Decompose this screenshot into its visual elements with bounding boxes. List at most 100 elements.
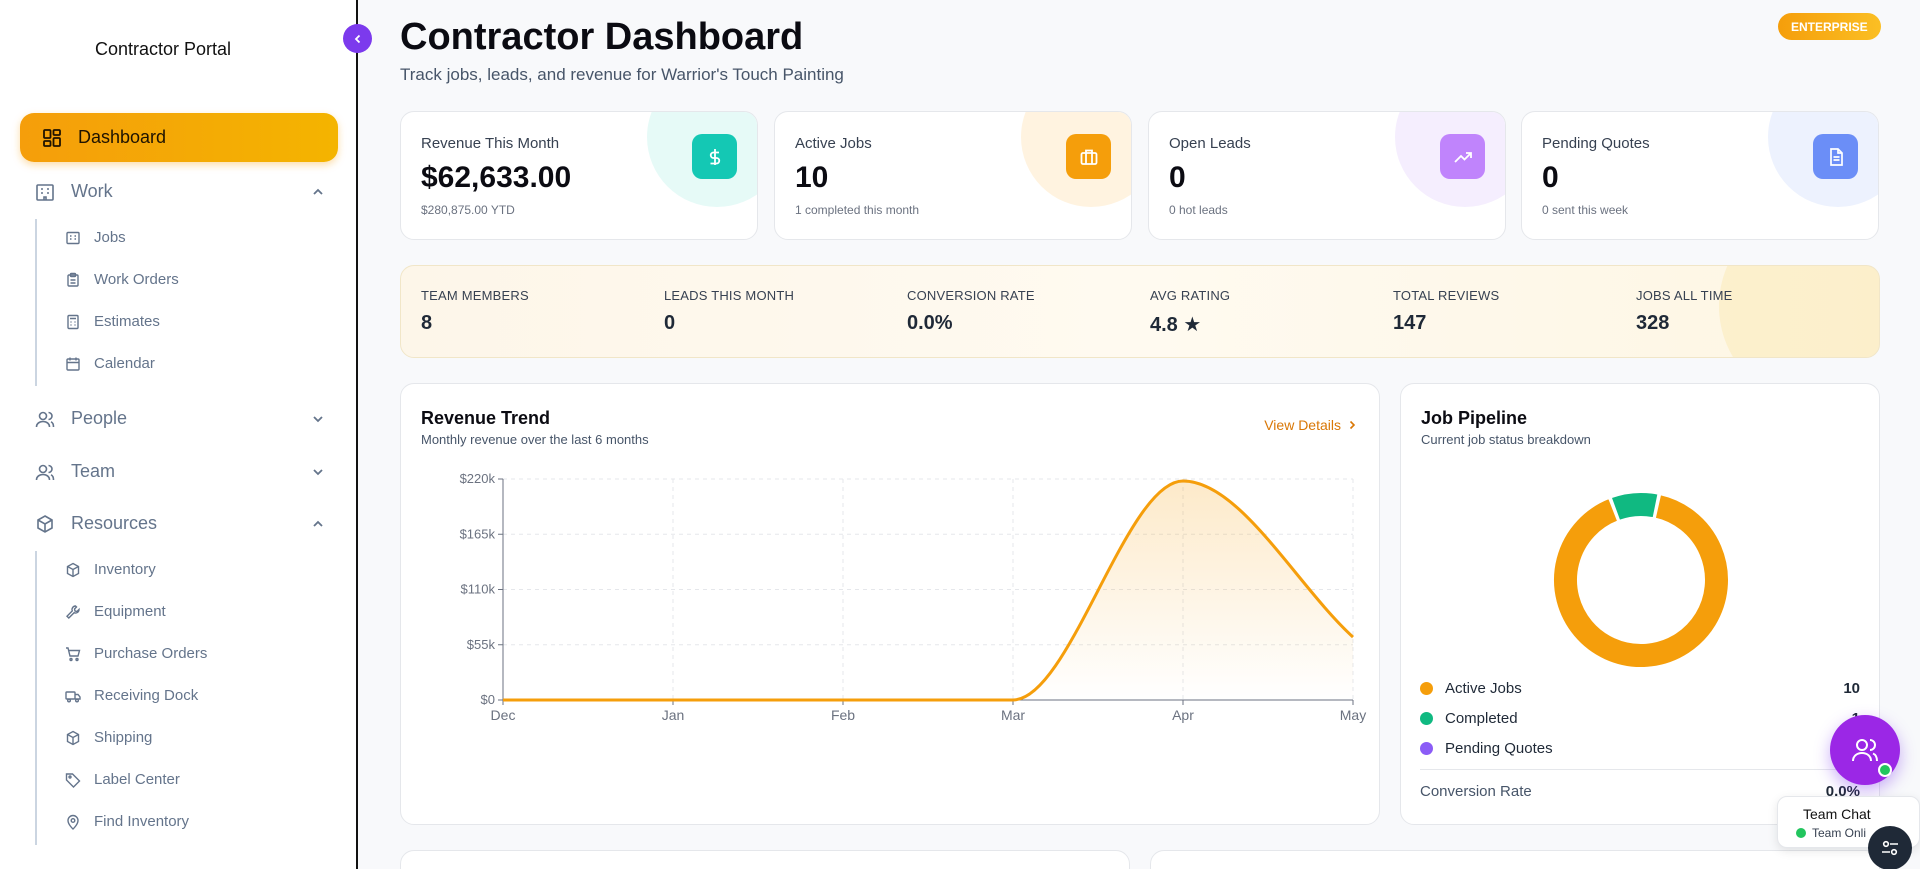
card-subtitle: Current job status breakdown — [1421, 432, 1591, 447]
metric-label: LEADS THIS MONTH — [664, 288, 795, 303]
metric-jobs-all-time: JOBS ALL TIME 328 — [1636, 288, 1733, 335]
cart-icon — [66, 646, 81, 661]
stat-card-revenue[interactable]: Revenue This Month $62,633.00 $280,875.0… — [400, 111, 758, 240]
sidebar-item-dashboard[interactable]: Dashboard — [20, 113, 338, 162]
work-subgroup: Jobs Work Orders Estimates Calendar — [35, 219, 179, 386]
stat-note: $280,875.00 YTD — [421, 203, 515, 217]
sidebar-section-work[interactable]: Work — [35, 181, 325, 202]
stat-label: Open Leads — [1169, 135, 1251, 152]
users-icon — [35, 411, 55, 427]
sidebar-section-resources[interactable]: Resources — [35, 513, 325, 534]
pipeline-conversion-row: Conversion Rate 0.0% — [1420, 783, 1860, 800]
pipeline-donut-chart — [1552, 491, 1730, 669]
section-label: Resources — [71, 513, 158, 533]
donut-slice-active-jobs[interactable] — [1552, 492, 1730, 669]
section-label: Work — [71, 181, 113, 201]
package-icon — [37, 514, 53, 533]
sidebar-item-shipping[interactable]: Shipping — [65, 729, 152, 746]
stat-icon-box — [1066, 134, 1111, 179]
y-tick-label: $165k — [460, 526, 496, 541]
link-label: View Details — [1264, 417, 1341, 433]
building-icon — [66, 231, 80, 244]
sidebar-item-estimates[interactable]: Estimates — [65, 313, 160, 330]
metric-value: 8 — [421, 312, 433, 334]
conversion-label: Conversion Rate — [1420, 783, 1532, 800]
dollar-icon — [709, 148, 720, 165]
sidebar-collapse-button[interactable] — [343, 24, 372, 53]
stat-note: 0 sent this week — [1542, 203, 1629, 217]
stat-card-pending-quotes[interactable]: Pending Quotes 0 0 sent this week — [1521, 111, 1879, 240]
sidebar-item-calendar[interactable]: Calendar — [65, 355, 155, 372]
map-pin-icon — [67, 814, 79, 830]
revenue-line — [502, 479, 1355, 702]
team-chat-button[interactable] — [1830, 715, 1900, 785]
sidebar-item-purchase-orders[interactable]: Purchase Orders — [65, 645, 207, 662]
card-title: Revenue Trend — [421, 408, 551, 428]
revenue-trend-card: Revenue Trend Monthly revenue over the l… — [400, 383, 1380, 825]
sidebar-item-label-center[interactable]: Label Center — [65, 771, 180, 788]
users-icon — [1852, 739, 1878, 762]
sidebar-item-inventory[interactable]: Inventory — [65, 561, 156, 578]
chevron-down-icon — [313, 415, 323, 422]
sidebar-item-equipment[interactable]: Equipment — [65, 603, 166, 620]
calculator-icon — [67, 314, 79, 329]
chevron-left-icon — [354, 34, 360, 43]
package-icon — [66, 730, 80, 745]
sidebar-item-jobs[interactable]: Jobs — [65, 229, 126, 246]
subitem-label: Equipment — [94, 603, 166, 620]
subitem-label: Calendar — [94, 355, 155, 372]
metric-value: 147 — [1393, 312, 1427, 334]
chat-title: Team Chat — [1803, 806, 1871, 822]
stat-card-active-jobs[interactable]: Active Jobs 10 1 completed this month — [774, 111, 1132, 240]
stat-note: 1 completed this month — [795, 203, 920, 217]
sliders-icon — [1882, 840, 1898, 856]
stat-icon-box — [692, 134, 737, 179]
strip-decoration — [1719, 266, 1879, 357]
package-icon — [66, 562, 80, 577]
sidebar-item-work-orders[interactable]: Work Orders — [65, 271, 179, 288]
sidebar-item-receiving-dock[interactable]: Receiving Dock — [65, 687, 198, 704]
sidebar: Contractor Portal Dashboard Work Jobs Wo… — [0, 0, 358, 869]
x-tick-label: Dec — [491, 707, 516, 723]
stat-icon-box — [1440, 134, 1485, 179]
calendar-icon — [66, 357, 80, 371]
x-tick-label: Mar — [1001, 707, 1025, 723]
revenue-chart: $0 $55k $110k $165k $220k Dec Jan Feb Mar Apr May — [460, 471, 1367, 723]
sidebar-item-find-inventory[interactable]: Find Inventory — [65, 813, 189, 830]
stat-value: 10 — [795, 161, 829, 194]
conversion-value: 0.0% — [1825, 783, 1860, 800]
metric-value: 0.0% — [907, 312, 953, 334]
bottom-card-right — [1150, 850, 1880, 869]
metric-label: JOBS ALL TIME — [1636, 288, 1733, 303]
donut-slice-completed[interactable] — [1609, 491, 1660, 523]
resources-subgroup: Inventory Equipment Purchase Orders Rece… — [35, 551, 207, 845]
legend-dot — [1420, 682, 1433, 695]
stat-value: 0 — [1542, 161, 1559, 194]
legend-dot — [1420, 742, 1433, 755]
stat-card-open-leads[interactable]: Open Leads 0 0 hot leads — [1148, 111, 1506, 240]
y-tick-label: $55k — [467, 637, 496, 652]
clipboard-icon — [67, 272, 79, 287]
legend-label: Active Jobs — [1445, 680, 1522, 697]
settings-toggle-button[interactable] — [1868, 826, 1912, 869]
sidebar-section-team[interactable]: Team — [35, 461, 325, 482]
status-dot — [1796, 828, 1806, 838]
subitem-label: Inventory — [94, 561, 156, 578]
chat-status-text: Team Onli — [1812, 826, 1867, 840]
sidebar-section-people[interactable]: People — [35, 408, 325, 429]
chevron-right-icon — [1349, 420, 1356, 430]
legend-label: Pending Quotes — [1445, 740, 1553, 757]
metric-avg-rating: AVG RATING 4.8 ★ — [1150, 288, 1230, 337]
plan-badge: ENTERPRISE — [1778, 13, 1881, 40]
y-tick-label: $0 — [481, 692, 495, 707]
subitem-label: Receiving Dock — [94, 687, 199, 704]
section-label: Team — [71, 461, 116, 481]
view-details-link[interactable]: View Details — [1264, 417, 1357, 433]
sidebar-item-label: Dashboard — [78, 127, 167, 147]
subitem-label: Shipping — [94, 729, 153, 746]
metric-value: 0 — [664, 312, 676, 334]
x-tick-label: Apr — [1172, 707, 1194, 723]
metric-value: 4.8 ★ — [1150, 314, 1202, 336]
metric-value: 328 — [1636, 312, 1670, 334]
page-subtitle: Track jobs, leads, and revenue for Warri… — [400, 65, 844, 84]
